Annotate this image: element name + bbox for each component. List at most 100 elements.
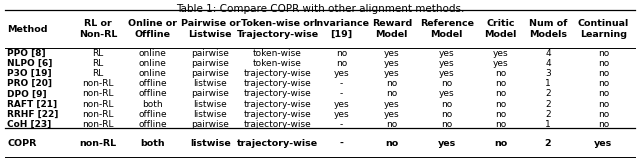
Text: trajectory-wise: trajectory-wise (244, 110, 312, 119)
Text: no: no (386, 89, 397, 98)
Text: no: no (598, 120, 609, 129)
Text: -: - (340, 120, 343, 129)
Text: no: no (336, 59, 347, 68)
Text: Token-wise or
Trajectory-wise: Token-wise or Trajectory-wise (237, 20, 319, 39)
Text: yes: yes (333, 110, 349, 119)
Text: yes: yes (333, 100, 349, 109)
Text: COPR: COPR (7, 139, 36, 148)
Text: pairwise: pairwise (191, 69, 229, 78)
Text: NLPO [6]: NLPO [6] (7, 59, 52, 68)
Text: 1: 1 (545, 120, 551, 129)
Text: yes: yes (384, 100, 399, 109)
Text: listwise: listwise (193, 100, 227, 109)
Text: RRHF [22]: RRHF [22] (7, 110, 58, 119)
Text: no: no (336, 49, 347, 58)
Text: -: - (339, 139, 343, 148)
Text: offline: offline (139, 120, 167, 129)
Text: 2: 2 (545, 139, 551, 148)
Text: 2: 2 (545, 100, 551, 109)
Text: non-RL: non-RL (82, 79, 114, 88)
Text: online: online (139, 49, 167, 58)
Text: Reference
Model: Reference Model (420, 20, 474, 39)
Text: 1: 1 (545, 79, 551, 88)
Text: trajectory-wise: trajectory-wise (237, 139, 318, 148)
Text: -: - (340, 89, 343, 98)
Text: trajectory-wise: trajectory-wise (244, 120, 312, 129)
Text: trajectory-wise: trajectory-wise (244, 89, 312, 98)
Text: Critic
Model: Critic Model (484, 20, 516, 39)
Text: no: no (441, 110, 452, 119)
Text: no: no (598, 110, 609, 119)
Text: pairwise: pairwise (191, 59, 229, 68)
Text: RL: RL (92, 69, 104, 78)
Text: yes: yes (439, 59, 454, 68)
Text: no: no (598, 69, 609, 78)
Text: yes: yes (384, 69, 399, 78)
Text: online: online (139, 69, 167, 78)
Text: no: no (495, 100, 506, 109)
Text: no: no (495, 69, 506, 78)
Text: non-RL: non-RL (82, 120, 114, 129)
Text: offline: offline (139, 79, 167, 88)
Text: RL: RL (92, 49, 104, 58)
Text: no: no (598, 49, 609, 58)
Text: Pairwise or
Listwise: Pairwise or Listwise (180, 20, 240, 39)
Text: DPO [9]: DPO [9] (7, 89, 47, 98)
Text: non-RL: non-RL (82, 89, 114, 98)
Text: no: no (598, 89, 609, 98)
Text: non-RL: non-RL (79, 139, 116, 148)
Text: yes: yes (493, 49, 508, 58)
Text: no: no (441, 100, 452, 109)
Text: RL or
Non-RL: RL or Non-RL (79, 20, 117, 39)
Text: Online or
Offline: Online or Offline (129, 20, 177, 39)
Text: no: no (386, 79, 397, 88)
Text: trajectory-wise: trajectory-wise (244, 100, 312, 109)
Text: no: no (493, 139, 507, 148)
Text: no: no (598, 59, 609, 68)
Text: yes: yes (384, 59, 399, 68)
Text: both: both (143, 100, 163, 109)
Text: no: no (495, 89, 506, 98)
Text: no: no (495, 110, 506, 119)
Text: no: no (386, 120, 397, 129)
Text: yes: yes (439, 69, 454, 78)
Text: yes: yes (594, 139, 612, 148)
Text: yes: yes (493, 59, 508, 68)
Text: Method: Method (7, 25, 47, 34)
Text: yes: yes (333, 69, 349, 78)
Text: trajectory-wise: trajectory-wise (244, 79, 312, 88)
Text: yes: yes (438, 139, 456, 148)
Text: pairwise: pairwise (191, 49, 229, 58)
Text: no: no (598, 79, 609, 88)
Text: no: no (441, 120, 452, 129)
Text: RAFT [21]: RAFT [21] (7, 100, 57, 109)
Text: pairwise: pairwise (191, 89, 229, 98)
Text: offline: offline (139, 89, 167, 98)
Text: 2: 2 (545, 89, 551, 98)
Text: trajectory-wise: trajectory-wise (244, 69, 312, 78)
Text: yes: yes (439, 89, 454, 98)
Text: no: no (598, 100, 609, 109)
Text: non-RL: non-RL (82, 100, 114, 109)
Text: offline: offline (139, 110, 167, 119)
Text: PRO [20]: PRO [20] (7, 79, 52, 88)
Text: 4: 4 (545, 59, 551, 68)
Text: listwise: listwise (190, 139, 231, 148)
Text: yes: yes (384, 110, 399, 119)
Text: both: both (141, 139, 165, 148)
Text: token-wise: token-wise (253, 49, 302, 58)
Text: PPO [8]: PPO [8] (7, 49, 45, 58)
Text: yes: yes (439, 49, 454, 58)
Text: 4: 4 (545, 49, 551, 58)
Text: non-RL: non-RL (82, 110, 114, 119)
Text: Invariance
[19]: Invariance [19] (314, 20, 369, 39)
Text: no: no (385, 139, 399, 148)
Text: Continual
Learning: Continual Learning (578, 20, 629, 39)
Text: online: online (139, 59, 167, 68)
Text: pairwise: pairwise (191, 120, 229, 129)
Text: P3O [19]: P3O [19] (7, 69, 52, 78)
Text: 2: 2 (545, 110, 551, 119)
Text: CoH [23]: CoH [23] (7, 120, 51, 129)
Text: no: no (495, 120, 506, 129)
Text: token-wise: token-wise (253, 59, 302, 68)
